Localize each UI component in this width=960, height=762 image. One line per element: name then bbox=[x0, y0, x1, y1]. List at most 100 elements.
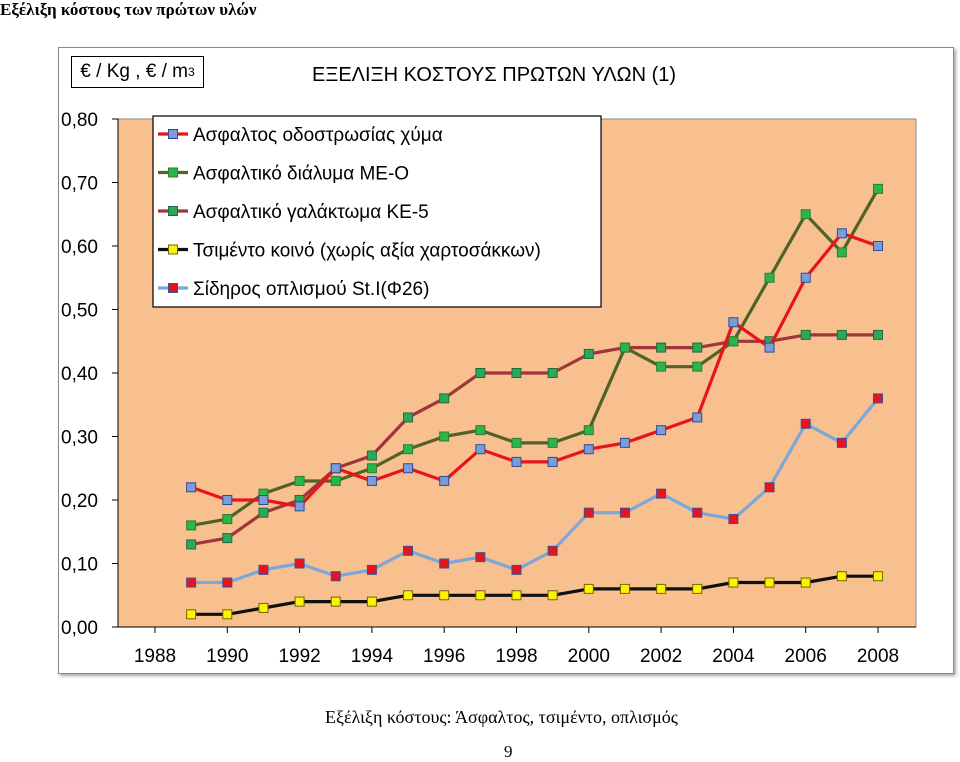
data-point bbox=[656, 361, 667, 372]
series-line-1 bbox=[190, 231, 879, 508]
data-point bbox=[186, 609, 197, 620]
legend-swatch-marker bbox=[168, 206, 178, 216]
y-tick-label: 0,50 bbox=[61, 301, 98, 322]
data-point bbox=[728, 514, 739, 525]
series-line-4 bbox=[191, 574, 878, 616]
data-point bbox=[330, 571, 341, 582]
data-point bbox=[403, 545, 414, 556]
data-point bbox=[836, 571, 847, 582]
y-tick-label: 0,80 bbox=[61, 110, 98, 131]
data-point bbox=[764, 272, 775, 283]
legend-label: Σίδηρος οπλισμού St.I(Φ26) bbox=[193, 279, 429, 300]
chart-svg: 0,00 0,10 0,20 0,30 0,40 0,50 0,60 0,70 0,80 1988… bbox=[61, 110, 917, 667]
data-point bbox=[656, 425, 667, 436]
data-point bbox=[366, 475, 377, 486]
data-point bbox=[583, 507, 594, 518]
data-point bbox=[511, 564, 522, 575]
data-point bbox=[294, 501, 305, 512]
data-point bbox=[439, 393, 450, 404]
data-point bbox=[439, 431, 450, 442]
data-point bbox=[836, 228, 847, 239]
data-point bbox=[186, 539, 197, 550]
data-point bbox=[294, 596, 305, 607]
data-point bbox=[222, 609, 233, 620]
data-point bbox=[222, 577, 233, 588]
x-tick-label: 1990 bbox=[206, 646, 248, 667]
data-point bbox=[186, 520, 197, 531]
series-line-2 bbox=[190, 188, 880, 527]
data-point bbox=[294, 475, 305, 486]
x-tick-label: 1988 bbox=[134, 646, 176, 667]
data-point bbox=[258, 507, 269, 518]
data-point bbox=[583, 348, 594, 359]
data-point bbox=[692, 361, 703, 372]
page-number: 9 bbox=[504, 742, 513, 761]
data-point bbox=[800, 209, 811, 220]
x-tick-label: 1998 bbox=[495, 646, 537, 667]
data-point bbox=[547, 545, 558, 556]
legend-swatch-marker bbox=[168, 129, 178, 139]
data-point bbox=[692, 583, 703, 594]
legend-box bbox=[152, 115, 602, 308]
data-point bbox=[656, 583, 667, 594]
y-tick-label: 0,40 bbox=[61, 364, 98, 385]
x-tick-label: 2004 bbox=[712, 646, 755, 667]
figure-caption: Εξέλιξη κόστους: Άσφαλτος, τσιμέντο, οπλ… bbox=[325, 707, 678, 727]
y-tick-label: 0,00 bbox=[61, 618, 98, 639]
data-point bbox=[403, 412, 414, 423]
data-point bbox=[764, 482, 775, 493]
data-point bbox=[475, 552, 486, 563]
data-point bbox=[800, 329, 811, 340]
data-point bbox=[439, 475, 450, 486]
legend-label: Ασφαλτος οδοστρωσίας χύμα bbox=[193, 125, 443, 146]
unit-label-sup: 3 bbox=[188, 65, 195, 79]
data-point bbox=[258, 602, 269, 613]
data-point bbox=[873, 183, 883, 194]
x-tick-label: 1996 bbox=[423, 646, 465, 667]
data-point bbox=[547, 590, 558, 601]
data-point bbox=[873, 329, 883, 340]
y-tick-label: 0,20 bbox=[61, 491, 98, 512]
legend-label: Ασφαλτικό διάλυμα ΜΕ-Ο bbox=[193, 164, 409, 185]
data-point bbox=[656, 488, 667, 499]
data-point bbox=[475, 425, 486, 436]
y-tick-label: 0,10 bbox=[61, 555, 98, 576]
data-point bbox=[583, 583, 594, 594]
y-tick-label: 0,30 bbox=[61, 428, 98, 449]
data-point bbox=[800, 272, 811, 283]
data-point bbox=[511, 590, 522, 601]
data-point bbox=[439, 590, 450, 601]
data-point bbox=[294, 558, 305, 569]
data-point bbox=[800, 418, 811, 429]
data-point bbox=[836, 437, 847, 448]
data-point bbox=[692, 507, 703, 518]
page-header: Εξέλιξη κόστους των πρώτων υλών bbox=[0, 0, 257, 19]
data-point bbox=[403, 590, 414, 601]
data-point bbox=[222, 495, 233, 505]
data-point bbox=[186, 577, 197, 588]
data-point bbox=[656, 342, 667, 353]
data-point bbox=[366, 463, 377, 474]
x-tick-label: 2006 bbox=[785, 646, 827, 667]
data-point bbox=[836, 247, 847, 258]
x-tick-label: 2002 bbox=[640, 646, 682, 667]
data-point bbox=[511, 437, 522, 448]
legend-swatch-marker bbox=[168, 283, 178, 293]
data-point bbox=[583, 425, 594, 436]
data-point bbox=[222, 533, 233, 544]
data-point bbox=[583, 444, 594, 455]
data-point bbox=[619, 583, 630, 594]
data-point bbox=[764, 577, 775, 588]
data-point bbox=[366, 564, 377, 575]
legend-swatch-marker bbox=[168, 167, 178, 178]
data-point bbox=[403, 463, 414, 474]
data-point bbox=[728, 317, 739, 328]
chart-frame: 0,00 0,10 0,20 0,30 0,40 0,50 0,60 0,70 0,80 1988… bbox=[58, 47, 954, 674]
data-point bbox=[366, 596, 377, 607]
data-point bbox=[692, 342, 703, 353]
unit-label-main: € / Kg , € / m bbox=[80, 61, 189, 82]
legend-swatch-marker bbox=[168, 244, 178, 255]
data-point bbox=[547, 368, 558, 378]
data-point bbox=[366, 450, 377, 461]
